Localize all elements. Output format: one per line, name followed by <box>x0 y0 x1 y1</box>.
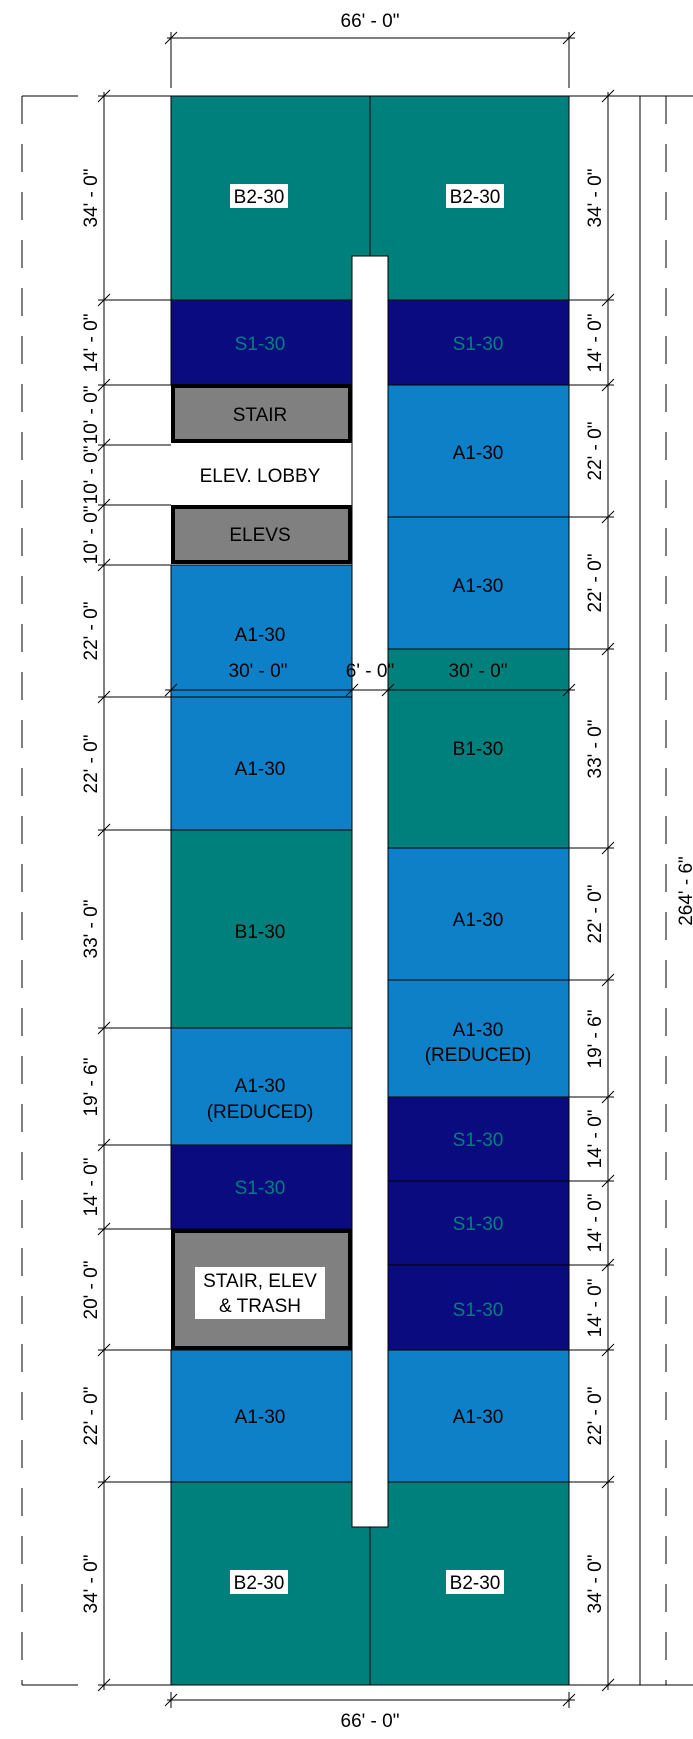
dim-right-2: 14' - 0" <box>585 314 606 373</box>
dim-right-1: 34' - 0" <box>585 169 606 228</box>
dim-overall-height: 264' - 6" <box>676 856 693 926</box>
stair-block <box>171 384 352 443</box>
dim-right-4: 22' - 0" <box>585 554 606 613</box>
unit-label-a1-right-bottom: A1-30 <box>453 1407 504 1428</box>
unit-label-s1-right-3: S1-30 <box>453 1300 504 1321</box>
dim-left-13: 34' - 0" <box>81 1555 102 1614</box>
dim-left-10: 14' - 0" <box>81 1158 102 1217</box>
unit-label-a1-left-bottom: A1-30 <box>235 1407 286 1428</box>
block-s1-left-mid <box>170 1144 353 1230</box>
unit-label-a1-left-1: A1-30 <box>235 625 286 646</box>
dim-right-7: 19' - 6" <box>585 1010 606 1069</box>
dim-right-5: 33' - 0" <box>585 720 606 779</box>
unit-label-s1-right-2: S1-30 <box>453 1214 504 1235</box>
stair-label: STAIR <box>233 405 288 426</box>
block-a1-left-2 <box>170 696 353 831</box>
unit-label-a1-left-2: A1-30 <box>235 759 286 780</box>
unit-label-a1-right-2: A1-30 <box>453 576 504 597</box>
core-lower-label-line1: STAIR, ELEV <box>203 1271 317 1292</box>
dim-right-3: 22' - 0" <box>585 422 606 481</box>
core-lower-label-line2: & TRASH <box>219 1296 301 1317</box>
dim-mid-left: 30' - 0" <box>229 661 288 682</box>
dim-left-5: 10' - 0" <box>81 506 102 565</box>
unit-label-a1-left-reduced-line1: A1-30 <box>235 1076 286 1097</box>
dim-right-10: 14' - 0" <box>585 1279 606 1338</box>
unit-blocks <box>170 95 570 1686</box>
block-b1-left <box>170 829 353 1029</box>
block-s1-right-1 <box>387 1096 570 1182</box>
block-a1-left-bottom <box>170 1349 353 1483</box>
dim-right-8: 14' - 0" <box>585 1110 606 1169</box>
dim-right-11: 22' - 0" <box>585 1387 606 1446</box>
block-a1-left-reduced <box>170 1027 353 1146</box>
dim-right-6: 22' - 0" <box>585 885 606 944</box>
dim-left-3: 10' - 0" <box>81 386 102 445</box>
unit-label-b2-top-right: B2-30 <box>450 187 501 208</box>
dim-top-width: 66' - 0" <box>341 11 400 32</box>
block-s1-left-top <box>170 299 353 386</box>
dim-mid-corridor: 6' - 0" <box>346 661 394 682</box>
dim-bottom-width: 66' - 0" <box>341 1711 400 1732</box>
unit-label-b2-top-left: B2-30 <box>234 187 285 208</box>
dim-left-7: 22' - 0" <box>81 735 102 794</box>
dim-right-9: 14' - 0" <box>585 1194 606 1253</box>
unit-label-s1-left-top: S1-30 <box>235 334 286 355</box>
block-a1-right-2 <box>387 516 570 650</box>
dim-left-9: 19' - 6" <box>81 1058 102 1117</box>
unit-label-a1-right-1: A1-30 <box>453 443 504 464</box>
dimension-labels: 66' - 0" 66' - 0" 30' - 0" 6' - 0" 30' -… <box>81 11 693 1732</box>
unit-label-a1-right-reduced-line2: (REDUCED) <box>425 1045 532 1066</box>
unit-labels: B2-30 B2-30 S1-30 S1-30 STAIR ELEV. LOBB… <box>195 184 531 1594</box>
unit-label-a1-right-reduced-line1: A1-30 <box>453 1020 504 1041</box>
unit-label-b2-bottom-right: B2-30 <box>450 1573 501 1594</box>
dim-left-11: 20' - 0" <box>81 1261 102 1320</box>
dim-left-6: 22' - 0" <box>81 602 102 661</box>
dim-right-12: 34' - 0" <box>585 1555 606 1614</box>
block-a1-right-1 <box>387 384 570 518</box>
dim-left-4: 10' - 0" <box>81 446 102 505</box>
elevs-block <box>171 505 352 564</box>
dimension-lines <box>21 31 693 1708</box>
elev-lobby-block <box>171 446 352 505</box>
block-s1-right-3 <box>387 1264 570 1351</box>
dim-left-12: 22' - 0" <box>81 1387 102 1446</box>
unit-label-a1-right-3: A1-30 <box>453 910 504 931</box>
dim-mid-right: 30' - 0" <box>449 661 508 682</box>
unit-label-a1-left-reduced-line2: (REDUCED) <box>207 1102 314 1123</box>
block-b1-right <box>387 648 570 849</box>
unit-label-b1-left: B1-30 <box>235 922 286 943</box>
unit-label-s1-left-mid: S1-30 <box>235 1178 286 1199</box>
unit-label-b1-right: B1-30 <box>453 739 504 760</box>
unit-label-s1-right-top: S1-30 <box>453 334 504 355</box>
unit-label-b2-bottom-left: B2-30 <box>234 1573 285 1594</box>
unit-label-s1-right-1: S1-30 <box>453 1130 504 1151</box>
elev-lobby-label: ELEV. LOBBY <box>200 466 321 487</box>
block-s1-right-2 <box>387 1180 570 1266</box>
block-a1-right-3 <box>387 847 570 981</box>
dim-left-8: 33' - 0" <box>81 900 102 959</box>
dim-left-1: 34' - 0" <box>81 169 102 228</box>
corridor <box>351 255 389 1528</box>
elevs-label: ELEVS <box>229 525 290 546</box>
dim-left-2: 14' - 0" <box>81 314 102 373</box>
